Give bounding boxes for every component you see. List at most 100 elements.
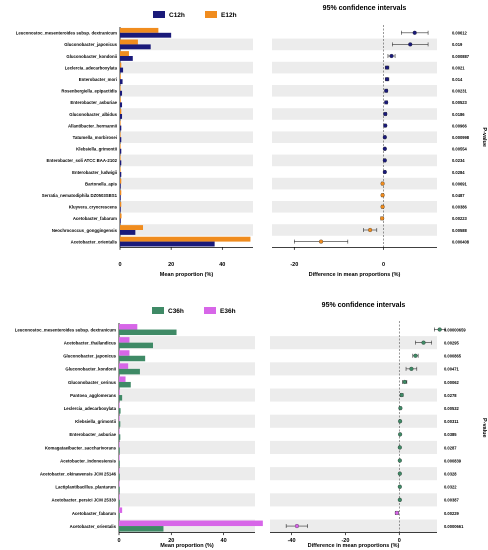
bar-E12h xyxy=(120,74,121,80)
row-stripe-right xyxy=(272,108,437,120)
ci-point xyxy=(408,42,413,47)
category-label: Enterobacter_mori xyxy=(79,77,117,82)
bar-E12h xyxy=(120,97,121,103)
row-stripe-left xyxy=(119,467,255,481)
bar-x-tick-label: 20 xyxy=(168,262,174,268)
row-stripe-left xyxy=(120,201,253,213)
row-stripe-right xyxy=(272,38,437,51)
row-stripe-left xyxy=(120,38,253,51)
bar-x-tick-label: 0 xyxy=(117,538,120,544)
bar-E36h xyxy=(119,494,120,500)
bar-C12h xyxy=(120,183,121,189)
row-stripe-left xyxy=(119,493,255,507)
row-stripe-right xyxy=(270,440,437,454)
row-stripe-right xyxy=(272,154,437,167)
p-value: 0.000408 xyxy=(452,239,470,244)
category-label: Gluconobacter_cerinus xyxy=(68,380,117,385)
bar-C36h xyxy=(119,381,131,388)
ci-x-tick-label: -20 xyxy=(341,538,349,544)
bar-E36h xyxy=(119,337,130,343)
p-value: 0.00387 xyxy=(444,498,460,503)
bar-E36h xyxy=(119,402,120,409)
bar-E12h xyxy=(120,167,121,172)
p-value: 0.00386 xyxy=(452,205,468,210)
ci-point xyxy=(389,53,394,59)
bar-C12h xyxy=(120,44,151,50)
category-label: Acetobacter_okinawensis JCM 25146 xyxy=(40,471,117,476)
ci-point xyxy=(397,445,402,450)
bar-C36h xyxy=(119,368,140,375)
bar-C36h xyxy=(119,434,121,440)
category-label: Enterobacter_ludwigii xyxy=(72,170,117,175)
row-stripe-right xyxy=(272,224,437,236)
bar-C36h xyxy=(119,460,120,467)
bar-C36h xyxy=(119,329,177,336)
p-value: 0.00311 xyxy=(444,419,459,424)
bar-E36h xyxy=(119,455,120,461)
p-value: 0.0328 xyxy=(444,471,457,476)
ci-x-tick-label: -20 xyxy=(290,262,298,268)
ci-x-tick-label: 0 xyxy=(398,538,401,544)
p-value: 0.0487 xyxy=(452,193,465,198)
row-stripe-left xyxy=(120,131,253,143)
ci-point xyxy=(397,484,402,489)
p-value: 0.00532 xyxy=(444,406,460,411)
row-stripe-right xyxy=(270,362,437,376)
category-label: Serratia_nematodiphila DZ0503SBS1 xyxy=(42,193,118,198)
category-label: Bartonella_apis xyxy=(85,181,118,186)
category-label: Neochrococcus_gonggingensis xyxy=(52,228,118,233)
category-label: Tatumella_morbirosei xyxy=(73,135,117,140)
ci-point xyxy=(385,77,390,82)
bar-C12h xyxy=(120,241,215,247)
p-value: 0.0000661 xyxy=(444,524,464,529)
ci-point xyxy=(383,111,388,117)
ci-point xyxy=(384,100,389,105)
ci-x-axis-label: Difference in mean proportions (%) xyxy=(308,543,400,549)
p-value: 0.000887 xyxy=(452,54,470,59)
ci-point xyxy=(382,135,387,140)
bar-E36h xyxy=(119,389,120,396)
ci-point xyxy=(294,523,299,529)
ci-x-tick-label: -40 xyxy=(288,538,296,544)
bar-C36h xyxy=(119,355,146,362)
row-stripe-right xyxy=(270,493,437,507)
bar-E12h xyxy=(120,155,121,161)
category-label: Acetobacter_orientalis xyxy=(70,524,117,529)
bar-E12h xyxy=(120,213,122,219)
bar-E12h xyxy=(120,120,121,126)
p-value: 0.00000659 xyxy=(444,327,466,332)
row-stripe-left xyxy=(119,362,255,376)
category-label: Komagataeibacter_saccharivorans xyxy=(45,445,117,450)
category-label: Rosenbergiella_epipactidis xyxy=(61,89,117,94)
legend-swatch-a xyxy=(152,307,164,314)
p-value: 0.0287 xyxy=(444,445,457,450)
p-value: 0.0234 xyxy=(452,158,465,163)
bar-E12h xyxy=(120,143,121,149)
ci-title: 95% confidence intervals xyxy=(322,302,406,309)
p-value: 0.000998 xyxy=(452,135,470,140)
bar-E36h xyxy=(119,363,129,369)
row-stripe-left xyxy=(119,440,255,454)
category-label: Enterobacter_asburiae xyxy=(70,100,117,105)
category-label: Gluconobacter_japonicus xyxy=(63,354,116,359)
legend: C12h E12h xyxy=(153,11,237,19)
ci-point xyxy=(380,204,385,209)
bar-C12h xyxy=(120,32,172,38)
category-label: Gluconobacter_kondonii xyxy=(66,54,117,59)
p-value: 0.0385 xyxy=(444,432,457,437)
row-stripe-left xyxy=(119,414,255,428)
row-stripe-right xyxy=(272,201,437,213)
bar-C12h xyxy=(120,102,123,108)
bar-E36h xyxy=(119,415,120,422)
p-value: 0.0021 xyxy=(452,65,465,70)
bar-C12h xyxy=(120,56,133,61)
category-label: Acetobacter_persici JCM 25330 xyxy=(52,498,117,503)
bar-C36h xyxy=(119,342,153,349)
bar-E36h xyxy=(119,428,120,435)
legend-swatch-a xyxy=(153,11,165,18)
ci-x-axis-label: Difference in mean proportions (%) xyxy=(309,272,401,278)
category-label: Acetobacter_fabarum xyxy=(73,216,117,221)
bar-E36h xyxy=(119,481,120,487)
ci-point xyxy=(382,158,387,163)
p-value: 0.00471 xyxy=(444,367,460,372)
